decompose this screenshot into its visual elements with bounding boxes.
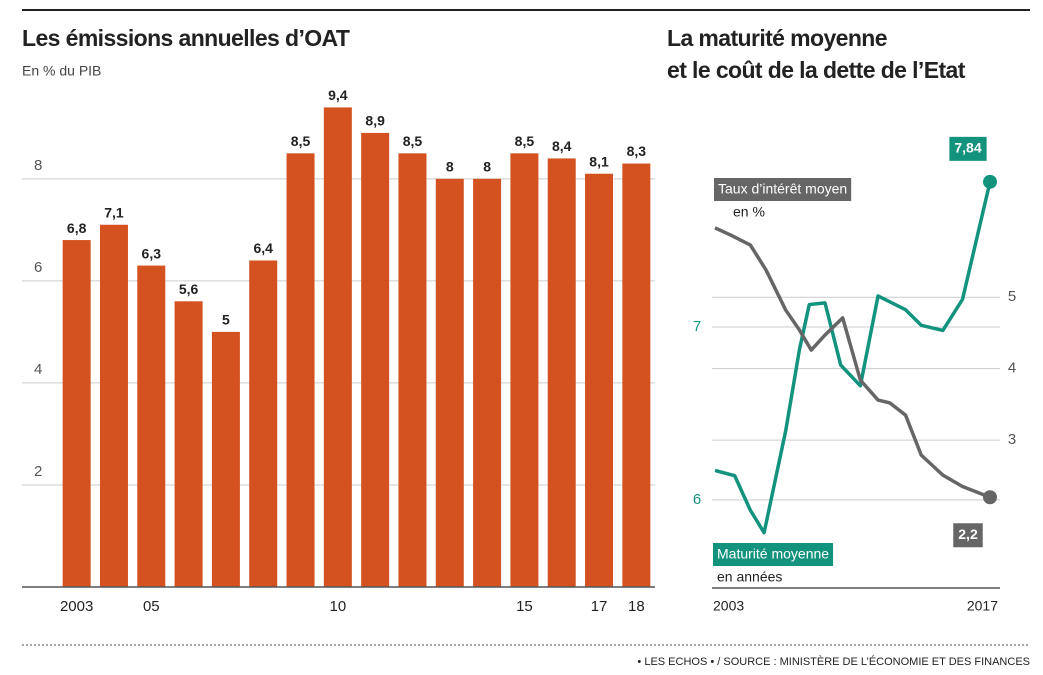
bar bbox=[323, 107, 352, 587]
bar bbox=[174, 301, 203, 587]
x-tick-label: 17 bbox=[591, 598, 608, 615]
y2-tick-label: 4 bbox=[1008, 360, 1016, 377]
bar bbox=[361, 132, 390, 587]
bar bbox=[398, 153, 427, 587]
value-label: 9,4 bbox=[328, 87, 348, 103]
value-label: 6,4 bbox=[253, 240, 273, 256]
value-label: 8,3 bbox=[627, 143, 647, 159]
bar bbox=[547, 158, 576, 587]
value-label: 2,2 bbox=[958, 526, 978, 542]
y2-tick-label: 5 bbox=[1008, 288, 1016, 305]
legend-box bbox=[713, 543, 834, 566]
x-tick-label: 05 bbox=[143, 598, 160, 615]
value-label: 8,9 bbox=[365, 113, 385, 129]
chart-title: et le coût de la dette de l’Etat bbox=[667, 57, 966, 83]
bar bbox=[99, 224, 128, 587]
x-tick-label: 2003 bbox=[713, 598, 744, 614]
y-tick-label: 6 bbox=[34, 259, 42, 276]
bar bbox=[137, 265, 166, 587]
bar bbox=[435, 178, 464, 587]
chart-title: La maturité moyenne bbox=[667, 25, 887, 51]
y-tick-label: 8 bbox=[34, 157, 42, 174]
value-label: 7,1 bbox=[104, 204, 124, 220]
series-line bbox=[714, 226, 991, 499]
bar bbox=[622, 163, 651, 587]
bar bbox=[211, 331, 240, 587]
source: • LES ECHOS • / SOURCE : MINISTÈRE DE L’… bbox=[637, 655, 1030, 668]
bar bbox=[249, 260, 278, 587]
x-tick-label: 18 bbox=[628, 598, 645, 615]
value-label: 8,5 bbox=[403, 133, 423, 149]
y-tick-label: 7 bbox=[693, 318, 701, 335]
end-dot bbox=[983, 174, 997, 189]
chart-subtitle: En % du PIB bbox=[22, 63, 101, 79]
value-label: 8 bbox=[446, 159, 454, 175]
value-label: 8,5 bbox=[515, 133, 535, 149]
y2-tick-label: 3 bbox=[1008, 431, 1016, 448]
value-label: 6,3 bbox=[142, 245, 162, 261]
series-line bbox=[714, 181, 992, 535]
bar bbox=[473, 178, 502, 587]
legend-unit: en % bbox=[733, 204, 765, 220]
value-label: 8,1 bbox=[589, 153, 609, 169]
y-tick-label: 2 bbox=[34, 463, 42, 480]
end-dot bbox=[983, 490, 997, 505]
value-label: 8 bbox=[483, 159, 491, 175]
y-tick-label: 4 bbox=[34, 361, 42, 378]
value-label: 8,4 bbox=[552, 138, 572, 154]
x-tick-label: 2003 bbox=[60, 598, 93, 615]
value-label: 5,6 bbox=[179, 281, 199, 297]
x-tick-label: 10 bbox=[330, 598, 347, 615]
chart-title: Les émissions annuelles d’OAT bbox=[22, 25, 350, 51]
bar bbox=[286, 153, 315, 587]
value-label: 5 bbox=[222, 312, 230, 328]
value-label: 6,8 bbox=[67, 220, 87, 236]
legend-name: Maturité moyenne bbox=[717, 546, 829, 562]
legend-box bbox=[714, 178, 852, 201]
x-tick-label: 15 bbox=[516, 598, 533, 615]
bar bbox=[62, 240, 91, 587]
value-label: 8,5 bbox=[291, 133, 311, 149]
legend-name: Taux d’intérêt moyen bbox=[718, 181, 847, 197]
value-label-box bbox=[953, 523, 983, 548]
value-label: 7,84 bbox=[954, 140, 981, 156]
legend-unit: en années bbox=[717, 569, 782, 585]
bar bbox=[510, 153, 539, 587]
value-label-box bbox=[949, 136, 987, 161]
y-tick-label: 6 bbox=[693, 491, 701, 508]
bar bbox=[585, 173, 614, 588]
x-tick-label: 2017 bbox=[967, 598, 998, 614]
